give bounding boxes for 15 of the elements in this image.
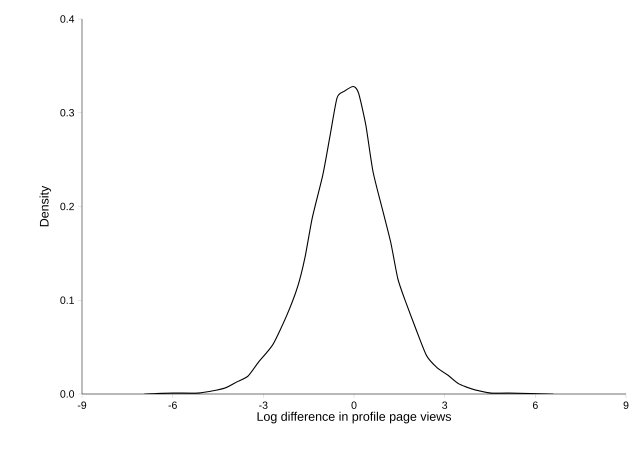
x-tick-label: -9 bbox=[78, 402, 86, 409]
y-tick-label: 0.2 bbox=[60, 202, 74, 210]
y-axis-title: Density bbox=[39, 186, 52, 226]
x-axis-title: Log difference in profile page views bbox=[258, 412, 452, 424]
x-tick-label: 3 bbox=[442, 402, 448, 409]
line-series bbox=[144, 86, 554, 394]
x-tick-label: -3 bbox=[259, 402, 268, 409]
y-tick-label: 0.0 bbox=[60, 390, 74, 398]
y-tick-label: 0.3 bbox=[60, 109, 74, 116]
x-tick-label: 6 bbox=[532, 402, 538, 409]
y-tick-label: 0.1 bbox=[60, 296, 74, 304]
x-tick-label: -6 bbox=[168, 402, 177, 409]
y-tick-label: 0.4 bbox=[60, 15, 74, 23]
x-tick-label: 9 bbox=[624, 402, 628, 409]
x-tick-label: 0 bbox=[352, 402, 357, 409]
